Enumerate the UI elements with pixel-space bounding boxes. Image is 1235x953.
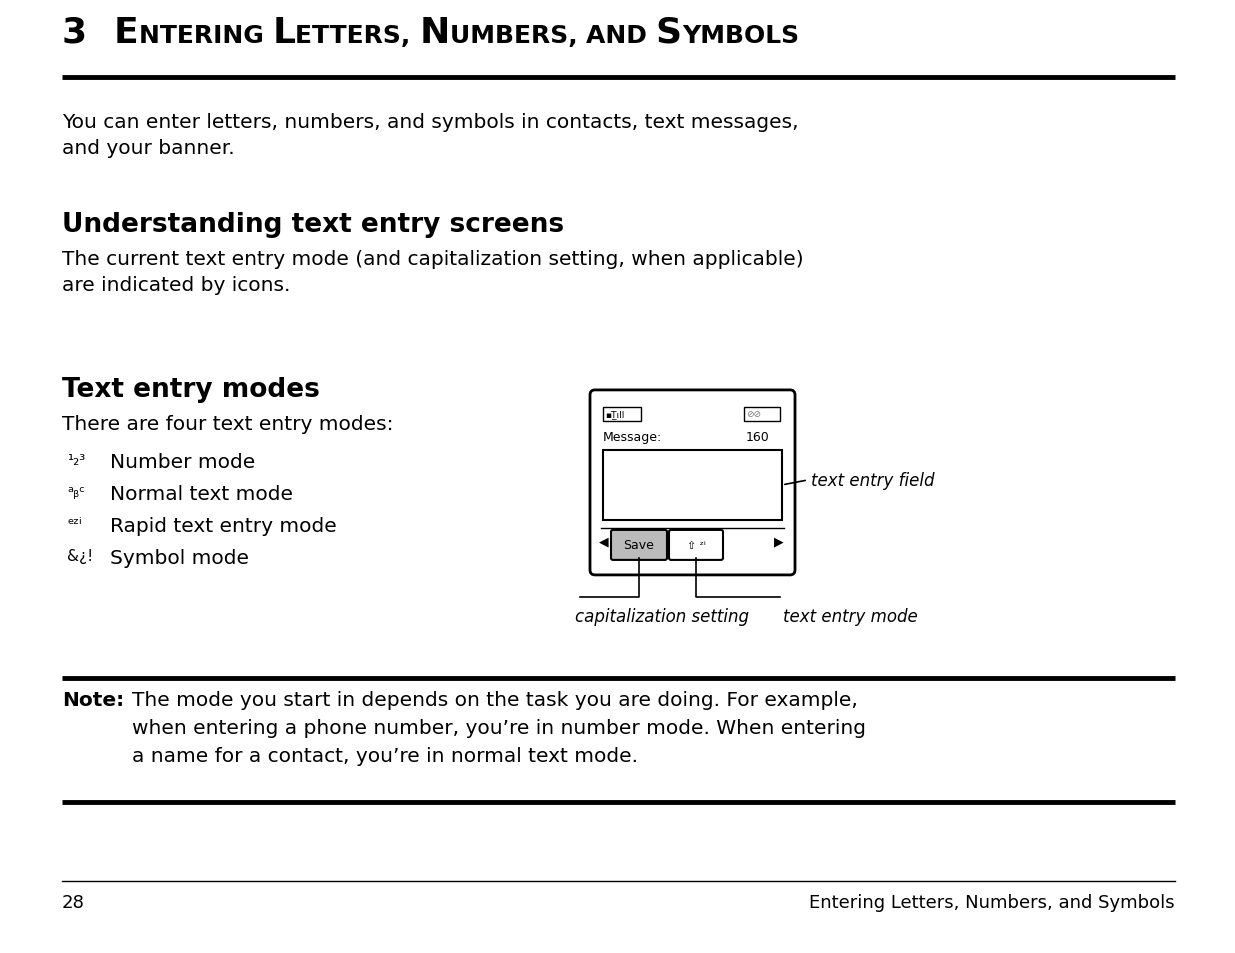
FancyBboxPatch shape bbox=[669, 531, 722, 560]
Text: 28: 28 bbox=[62, 894, 85, 911]
Text: N: N bbox=[420, 16, 450, 50]
Text: ⊘⊘: ⊘⊘ bbox=[746, 410, 761, 418]
Text: L: L bbox=[273, 16, 295, 50]
Bar bbox=[743, 408, 781, 421]
Text: Symbol mode: Symbol mode bbox=[110, 548, 249, 567]
Text: Text entry modes: Text entry modes bbox=[62, 376, 320, 402]
Text: There are four text entry modes:: There are four text entry modes: bbox=[62, 415, 394, 434]
Text: Entering Letters, Numbers, and Symbols: Entering Letters, Numbers, and Symbols bbox=[809, 894, 1174, 911]
Text: ¹₂³: ¹₂³ bbox=[67, 453, 85, 467]
Text: NTERING: NTERING bbox=[138, 24, 273, 48]
Text: and your banner.: and your banner. bbox=[62, 138, 235, 157]
Text: 3: 3 bbox=[62, 16, 88, 50]
FancyBboxPatch shape bbox=[590, 391, 795, 576]
Text: ◀: ◀ bbox=[599, 535, 609, 547]
Text: E: E bbox=[114, 16, 138, 50]
Bar bbox=[603, 408, 641, 421]
Text: &¿!: &¿! bbox=[67, 548, 93, 563]
Text: ⇧ ᶻⁱ: ⇧ ᶻⁱ bbox=[687, 540, 705, 550]
Text: Message:: Message: bbox=[603, 431, 662, 443]
Text: Note:: Note: bbox=[62, 691, 125, 709]
Bar bbox=[603, 451, 782, 520]
FancyBboxPatch shape bbox=[611, 531, 667, 560]
Text: Normal text mode: Normal text mode bbox=[110, 484, 293, 503]
Text: text entry field: text entry field bbox=[811, 472, 935, 490]
Text: Save: Save bbox=[624, 538, 655, 552]
Text: S: S bbox=[656, 16, 682, 50]
Text: ETTERS,: ETTERS, bbox=[295, 24, 420, 48]
Text: text entry mode: text entry mode bbox=[783, 607, 918, 625]
Text: YMBOLS: YMBOLS bbox=[682, 24, 799, 48]
Text: 160: 160 bbox=[746, 431, 769, 443]
Text: Number mode: Number mode bbox=[110, 453, 256, 472]
Text: ▶: ▶ bbox=[774, 535, 784, 547]
Text: UMBERS,: UMBERS, bbox=[450, 24, 587, 48]
Text: ᵉᶻⁱ: ᵉᶻⁱ bbox=[67, 517, 82, 531]
Text: You can enter letters, numbers, and symbols in contacts, text messages,: You can enter letters, numbers, and symb… bbox=[62, 112, 799, 132]
Text: capitalization setting: capitalization setting bbox=[576, 607, 748, 625]
Text: The current text entry mode (and capitalization setting, when applicable): The current text entry mode (and capital… bbox=[62, 250, 804, 269]
Text: a name for a contact, you’re in normal text mode.: a name for a contact, you’re in normal t… bbox=[132, 746, 638, 765]
Text: The mode you start in depends on the task you are doing. For example,: The mode you start in depends on the tas… bbox=[132, 691, 858, 709]
Text: ▪T̲ıll: ▪T̲ıll bbox=[605, 410, 625, 418]
Text: ᵃᵦᶜ: ᵃᵦᶜ bbox=[67, 484, 85, 499]
Text: AND: AND bbox=[587, 24, 656, 48]
Text: Understanding text entry screens: Understanding text entry screens bbox=[62, 212, 564, 237]
Text: Rapid text entry mode: Rapid text entry mode bbox=[110, 517, 337, 536]
Text: when entering a phone number, you’re in number mode. When entering: when entering a phone number, you’re in … bbox=[132, 719, 866, 738]
Text: are indicated by icons.: are indicated by icons. bbox=[62, 275, 290, 294]
